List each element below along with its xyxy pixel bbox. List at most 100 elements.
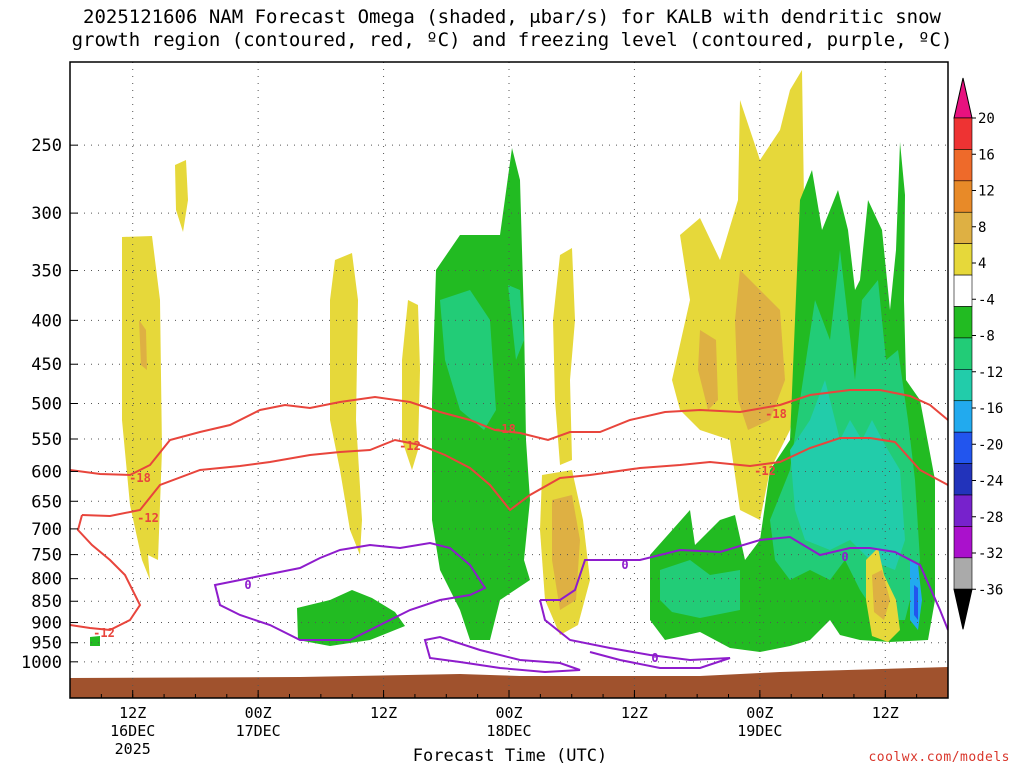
contour-label-freezing: 0 [651, 651, 658, 665]
dgz-contour-minus12-lower [70, 514, 142, 632]
colorbar-label: -16 [978, 401, 1003, 417]
colorbar-label: -36 [978, 582, 1003, 598]
y-tick-label: 250 [31, 136, 62, 156]
shade-negative [440, 290, 496, 430]
x-tick-date: 18DEC [486, 722, 531, 740]
title-line-1: 2025121606 NAM Forecast Omega (shaded, μ… [83, 6, 941, 28]
x-tick-year: 2025 [115, 740, 151, 758]
colorbar-label: 8 [978, 220, 986, 236]
freezing-level-contour [423, 635, 581, 674]
title-line-2: growth region (contoured, red, ºC) and f… [71, 29, 953, 51]
colorbar-bin [953, 274, 973, 307]
colorbar-top-arrow [953, 77, 973, 119]
y-tick-label: 950 [31, 634, 62, 654]
x-tick-label: 12Z [621, 704, 648, 722]
shade-negative [508, 285, 524, 360]
x-tick-date: 19DEC [737, 722, 782, 740]
y-tick-label: 850 [31, 592, 62, 612]
y-tick-label: 550 [31, 430, 62, 450]
colorbar-label: 16 [978, 147, 995, 163]
x-tick-label: 00Z [245, 704, 272, 722]
y-tick-label: 900 [31, 614, 62, 634]
y-tick-label: 800 [31, 570, 62, 590]
colorbar-label: -12 [978, 365, 1003, 381]
shade-positive [175, 160, 188, 232]
colorbar-bin [953, 337, 973, 370]
colorbar-bin [953, 149, 973, 182]
shade-positive [552, 495, 580, 610]
contour-label-freezing: 0 [621, 558, 628, 572]
colorbar-bin [953, 180, 973, 213]
shade-positive [330, 253, 362, 555]
colorbar-bin [953, 400, 973, 433]
y-tick-label: 600 [31, 462, 62, 482]
shade-negative [660, 560, 740, 618]
colorbar-label: -20 [978, 437, 1003, 453]
x-tick-date: 16DEC [110, 722, 155, 740]
colorbar-label: 20 [978, 111, 995, 127]
colorbar-bin [953, 494, 973, 527]
y-tick-label: 650 [31, 492, 62, 512]
y-tick-label: 450 [31, 355, 62, 375]
contour-label-freezing: 0 [244, 578, 251, 592]
x-tick-label: 12Z [370, 704, 397, 722]
shade-negative [297, 590, 405, 646]
colorbar-label: -4 [978, 292, 995, 308]
x-tick-date: 17DEC [236, 722, 281, 740]
freezing-level-contour [539, 599, 731, 669]
contour-label-minus12: -12 [754, 464, 776, 478]
x-tick-label: 12Z [119, 704, 146, 722]
shade-positive [139, 320, 147, 370]
colorbar-label: -28 [978, 510, 1003, 526]
contour-label-minus18: -18 [765, 407, 787, 421]
contour-label-minus18: -18 [494, 422, 516, 436]
chart-title: 2025121606 NAM Forecast Omega (shaded, μ… [0, 6, 1024, 52]
x-tick-label: 12Z [872, 704, 899, 722]
colorbar-bin [953, 306, 973, 339]
dgz-contour-minus18 [70, 389, 948, 477]
colorbar-bin [953, 369, 973, 402]
colorbar-bin [953, 463, 973, 496]
shade-positive [698, 330, 718, 410]
x-axis-label: Forecast Time (UTC) [412, 746, 608, 766]
y-tick-label: 350 [31, 262, 62, 282]
colorbar-label: -8 [978, 329, 995, 345]
y-tick-label: 400 [31, 311, 62, 331]
freezing-level-contour [540, 535, 948, 631]
y-tick-label: 700 [31, 520, 62, 540]
shade-negative [90, 636, 100, 646]
y-tick-label: 750 [31, 546, 62, 566]
terrain-surface [70, 667, 948, 698]
dgz-contour-minus12 [81, 437, 948, 518]
contour-label-minus12: -12 [93, 626, 115, 640]
shade-negative [790, 380, 905, 570]
colorbar-label: 12 [978, 184, 995, 200]
colorbar-bin [953, 431, 973, 464]
colorbar-label: 4 [978, 256, 986, 272]
y-tick-label: 500 [31, 394, 62, 414]
colorbar-label: -24 [978, 474, 1003, 490]
shade-negative [914, 585, 918, 620]
contour-label-freezing: 0 [841, 550, 848, 564]
credit-text: coolwx.com/models [868, 750, 1010, 765]
x-tick-label: 00Z [495, 704, 522, 722]
colorbar-bottom-arrow [953, 588, 973, 630]
shade-positive [553, 248, 575, 465]
colorbar-bin [953, 243, 973, 276]
y-tick-label: 1000 [21, 653, 62, 673]
colorbar-label: -32 [978, 546, 1003, 562]
x-tick-label: 00Z [746, 704, 773, 722]
colorbar-bin [953, 117, 973, 150]
contour-label-minus18: -18 [129, 471, 151, 485]
y-tick-label: 300 [31, 204, 62, 224]
shade-positive [735, 270, 785, 430]
shade-positive [872, 570, 890, 620]
freezing-level-contour [213, 541, 487, 641]
colorbar-bin [953, 211, 973, 244]
shade-positive [122, 236, 162, 580]
contour-label-minus12: -12 [399, 439, 421, 453]
colorbar-bin [953, 557, 973, 590]
shade-positive [402, 300, 420, 470]
colorbar-bin [953, 526, 973, 559]
